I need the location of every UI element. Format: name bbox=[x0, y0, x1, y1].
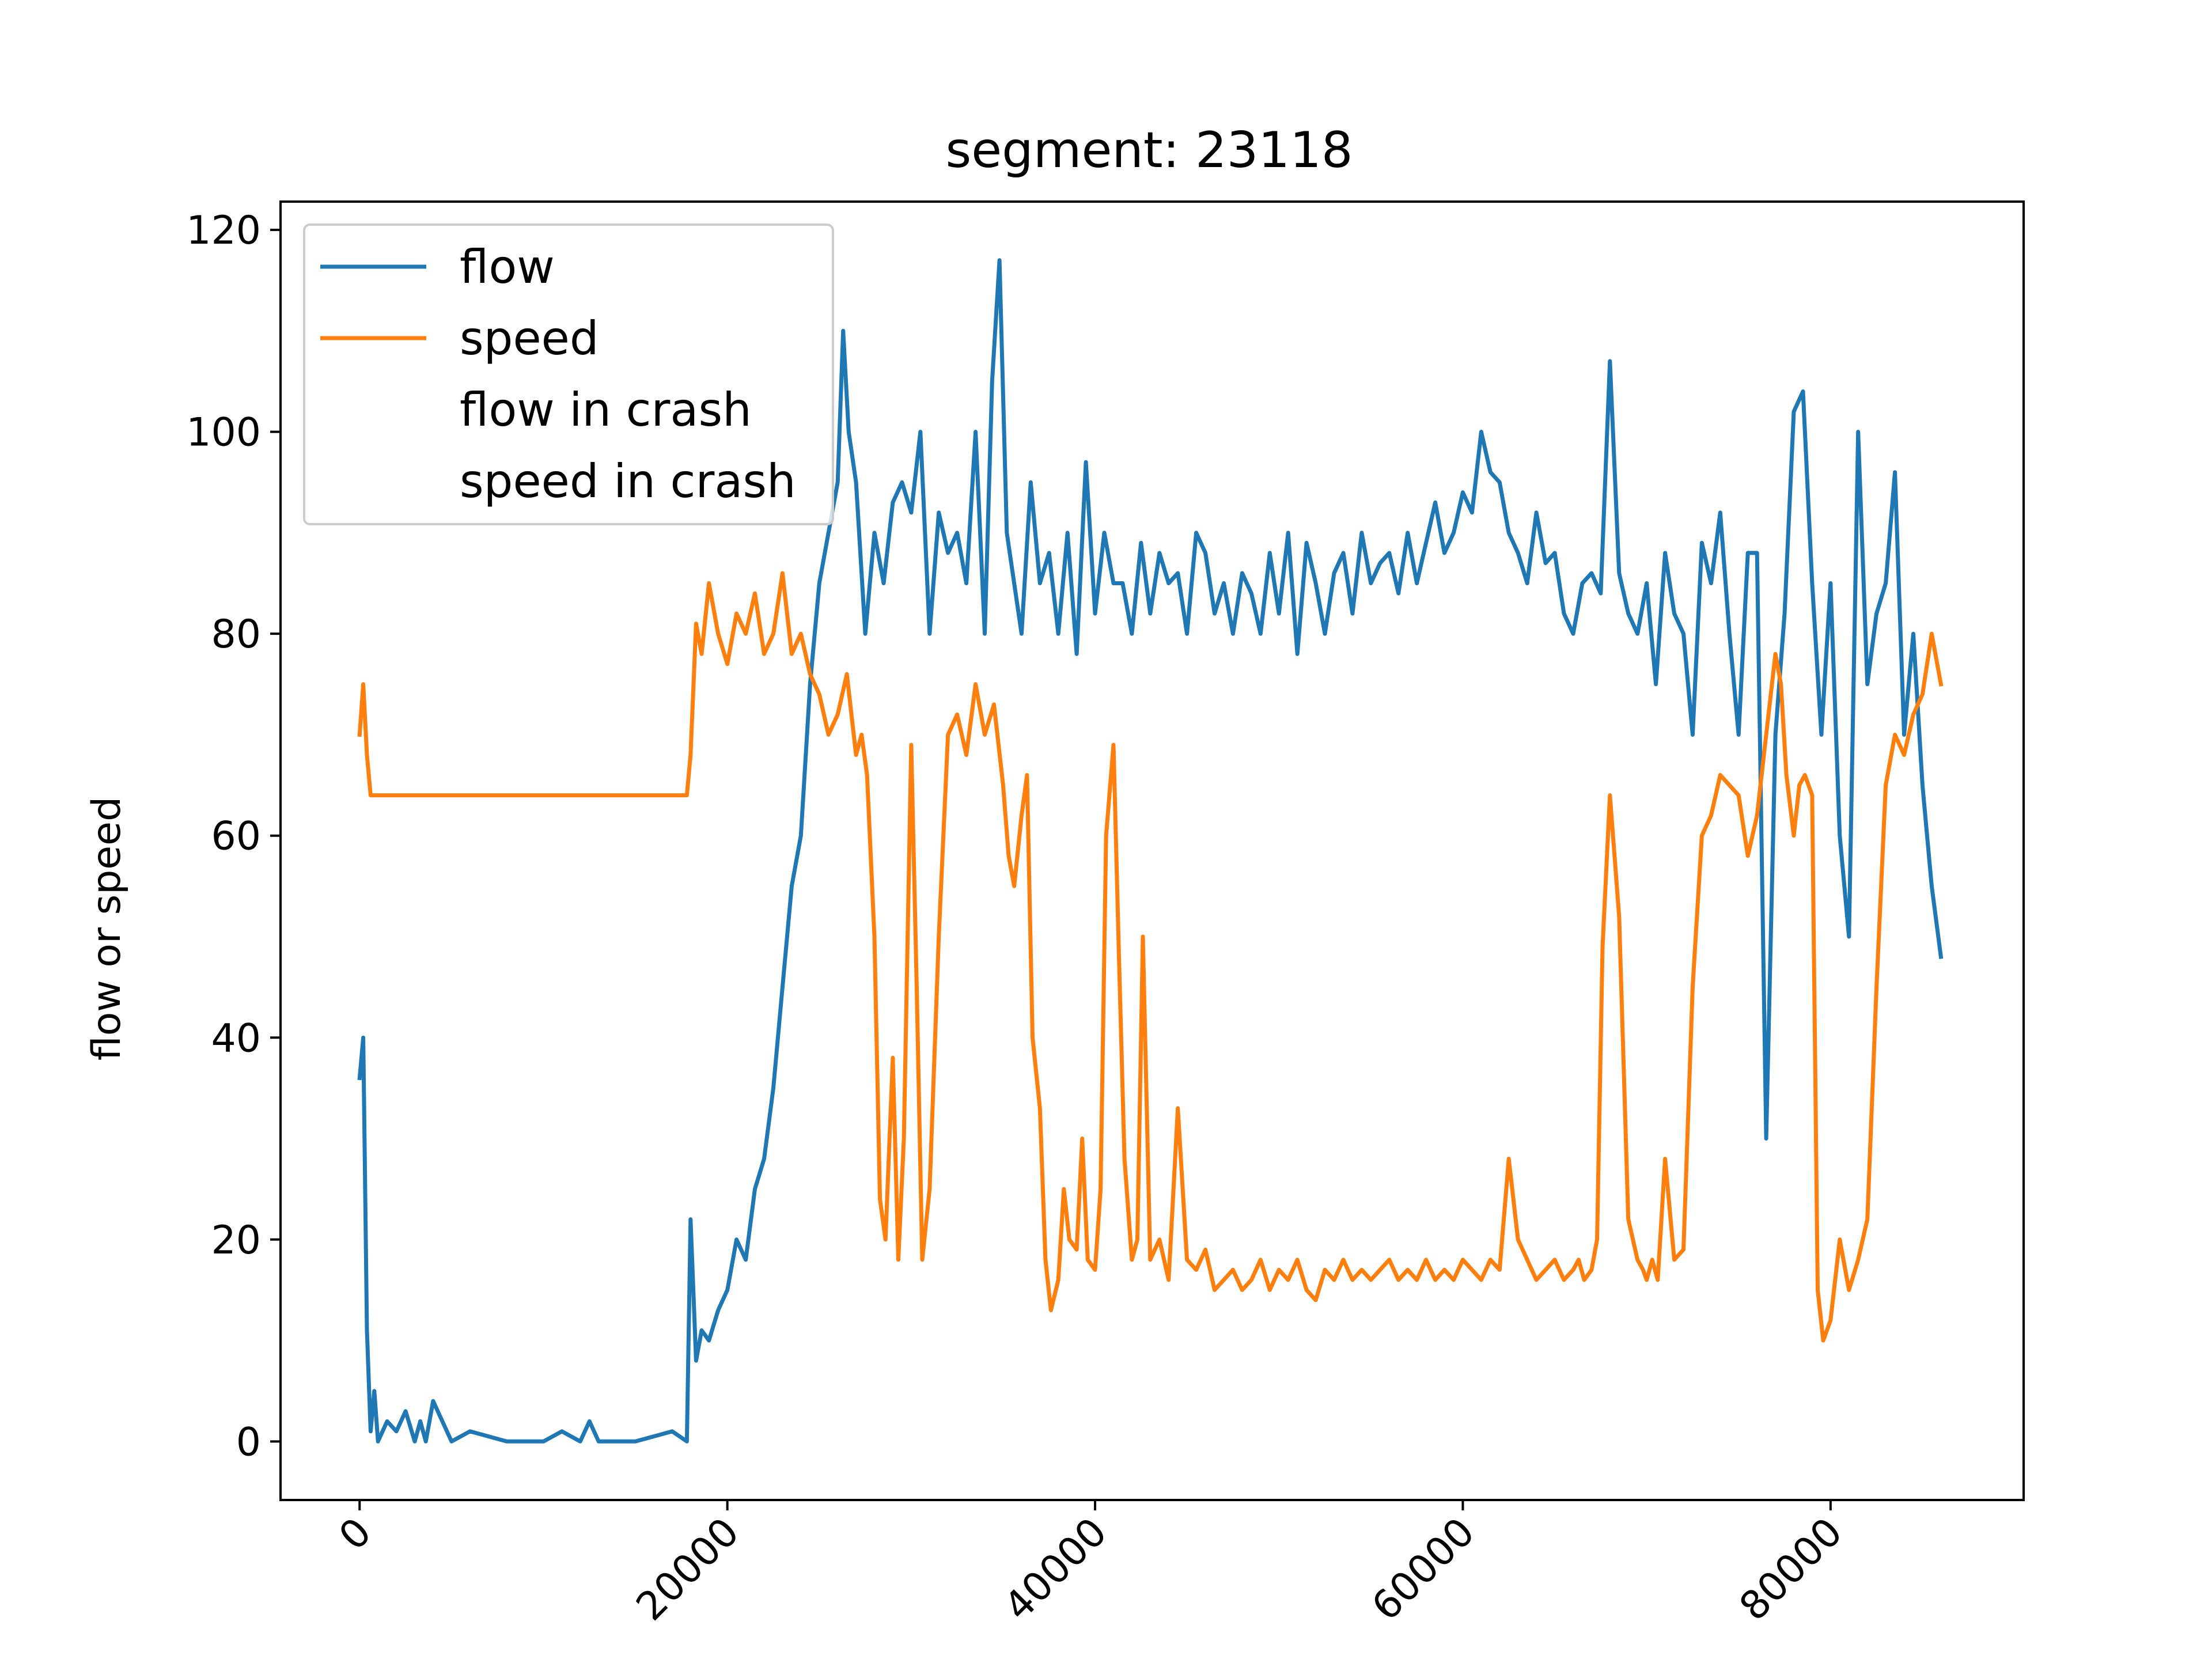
legend: flow speed flow in crash speed in crash bbox=[303, 224, 834, 525]
legend-label: speed in crash bbox=[460, 454, 796, 508]
series-line-flow bbox=[357, 258, 1944, 1444]
y-tick-label: 120 bbox=[186, 208, 261, 253]
y-tick-label: 40 bbox=[211, 1016, 261, 1061]
series-line-speed bbox=[357, 571, 1944, 1343]
plot-area bbox=[357, 258, 1944, 1444]
y-tick-label: 20 bbox=[211, 1218, 261, 1263]
y-tick-label: 80 bbox=[211, 612, 261, 657]
chart-title: segment: 23118 bbox=[945, 122, 1353, 179]
axes-frame bbox=[279, 200, 2025, 1501]
y-axis-label: flow or speed bbox=[84, 797, 130, 1060]
y-tick-label: 0 bbox=[236, 1419, 261, 1465]
legend-label: speed bbox=[460, 312, 599, 365]
y-tick-label: 60 bbox=[211, 814, 261, 859]
y-axis: 0 20 40 60 80 100 120 bbox=[186, 208, 281, 1465]
legend-label: flow in crash bbox=[460, 383, 752, 437]
legend-box bbox=[303, 224, 834, 525]
y-tick-label: 100 bbox=[186, 410, 261, 456]
legend-label: flow bbox=[460, 240, 555, 294]
